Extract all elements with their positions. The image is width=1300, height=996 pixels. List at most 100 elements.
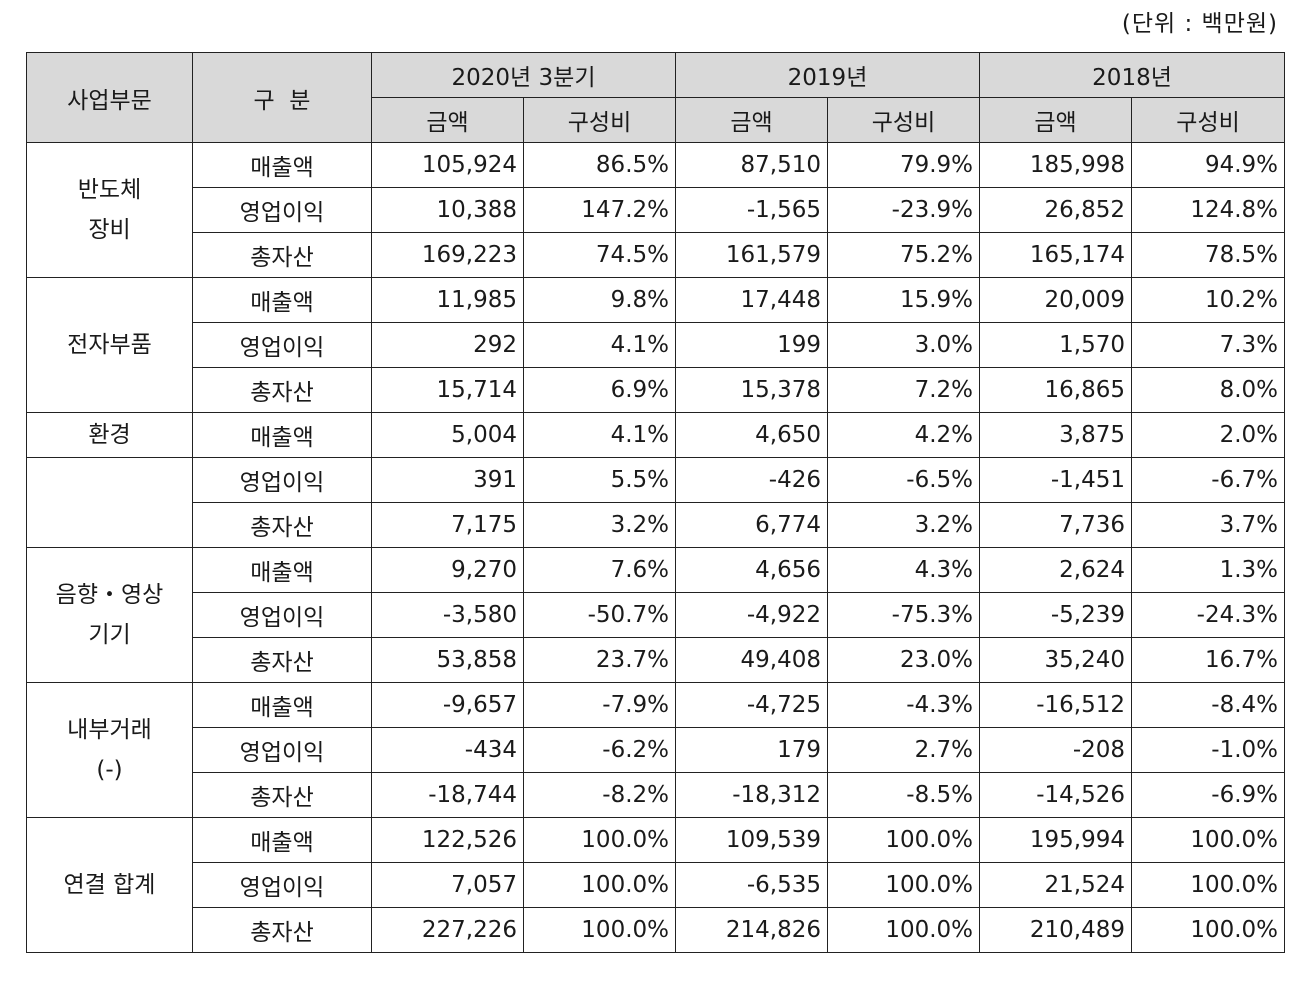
ratio-cell: 79.9% [826,142,981,188]
ratio-cell: 23.0% [826,637,981,683]
ratio-cell: -6.2% [523,727,676,773]
ratio-cell: 4.1% [523,412,676,458]
amount-cell: 35,240 [979,637,1133,683]
ratio-cell: 100.0% [523,907,676,953]
header-period-2018: 2018년 [979,52,1286,98]
table-row: 연결 합계 매출액 122,526 100.0% 109,539 100.0% 195,99… [26,817,1286,953]
ratio-cell: 100.0% [1131,907,1286,953]
header-period-2019: 2019년 [674,52,981,98]
division-cell: 매출액 [192,277,372,323]
header-period-2020q3: 2020년 3분기 [371,52,676,98]
amount-cell: 169,223 [371,232,524,278]
amount-cell: 122,526 [371,817,524,863]
division-cell: 총자산 [192,907,372,953]
amount-cell: -4,725 [675,682,828,728]
amount-cell: -9,657 [371,682,524,728]
amount-cell: 53,858 [371,637,524,683]
amount-cell: 199 [675,322,828,368]
ratio-cell: 23.7% [523,637,676,683]
amount-cell: 4,656 [675,547,828,593]
ratio-cell: 4.3% [826,547,981,593]
amount-cell: -426 [675,457,828,503]
ratio-cell: -6.9% [1131,772,1286,818]
ratio-cell: 4.1% [523,322,676,368]
ratio-cell: 100.0% [1131,817,1286,863]
amount-cell: 210,489 [979,907,1133,953]
ratio-cell: 2.7% [826,727,981,773]
table-row: 영업이익 -434 -6.2% 179 2.7% -208 -1.0% [27,727,1286,773]
header-ratio: 구성비 [826,97,981,143]
division-cell: 영업이익 [192,862,372,908]
ratio-cell: 16.7% [1131,637,1286,683]
amount-cell: 16,865 [979,367,1133,413]
table-row: 음향・영상 기기 매출액 9,270 7.6% 4,656 4.3% 2,624 1.3% [26,547,1286,683]
ratio-cell: 86.5% [523,142,676,188]
amount-cell: 7,736 [979,502,1133,548]
division-cell: 매출액 [192,547,372,593]
ratio-cell: 3.7% [1131,502,1286,548]
table-body: 반도체 장비 매출액 105,924 86.5% 87,510 79.9% 185,998 9… [26,142,1286,953]
amount-cell: -18,312 [675,772,828,818]
ratio-cell: 15.9% [826,277,981,323]
table-row: 영업이익 7,057 100.0% -6,535 100.0% 21,524 100.0% [27,862,1286,908]
ratio-cell: 74.5% [523,232,676,278]
ratio-cell: -7.9% [523,682,676,728]
amount-cell: 6,774 [675,502,828,548]
table-row: 영업이익 391 5.5% -426 -6.5% -1,451 -6.7% [26,457,1286,548]
table-row: 영업이익 -3,580 -50.7% -4,922 -75.3% -5,239 -24.3% [27,592,1286,638]
table-row: 전자부품 매출액 11,985 9.8% 17,448 15.9% 20,009 10.2% [26,277,1286,413]
division-cell: 영업이익 [192,727,372,773]
ratio-cell: 100.0% [523,817,676,863]
amount-cell: 2,624 [979,547,1133,593]
segment-cell: 반도체 장비 [26,142,193,278]
amount-cell: -14,526 [979,772,1133,818]
amount-cell: 49,408 [675,637,828,683]
ratio-cell: 100.0% [826,862,981,908]
ratio-cell: 78.5% [1131,232,1286,278]
amount-cell: 87,510 [675,142,828,188]
amount-cell: 15,714 [371,367,524,413]
table-row: 영업이익 292 4.1% 199 3.0% 1,570 7.3% [27,322,1286,368]
ratio-cell: 9.8% [523,277,676,323]
division-cell: 영업이익 [192,187,372,233]
table-row: 총자산 15,714 6.9% 15,378 7.2% 16,865 8.0% [27,367,1286,413]
amount-cell: -208 [979,727,1133,773]
amount-cell: 21,524 [979,862,1133,908]
ratio-cell: 75.2% [826,232,981,278]
amount-cell: 4,650 [675,412,828,458]
header-ratio: 구성비 [1131,97,1286,143]
ratio-cell: -4.3% [826,682,981,728]
ratio-cell: -8.2% [523,772,676,818]
division-cell: 총자산 [192,637,372,683]
table-row: 총자산 169,223 74.5% 161,579 75.2% 165,174 78.5% [27,232,1286,278]
amount-cell: 1,570 [979,322,1133,368]
amount-cell: -6,535 [675,862,828,908]
amount-cell: 26,852 [979,187,1133,233]
segment-cell: 내부거래 (-) [26,682,193,818]
ratio-cell: -24.3% [1131,592,1286,638]
ratio-cell: 8.0% [1131,367,1286,413]
amount-cell: -434 [371,727,524,773]
amount-cell: 15,378 [675,367,828,413]
header-segment: 사업부문 [26,52,193,143]
ratio-cell: 1.3% [1131,547,1286,593]
ratio-cell: -23.9% [826,187,981,233]
amount-cell: 292 [371,322,524,368]
amount-cell: -5,239 [979,592,1133,638]
segment-financials-table: 사업부문 구 분 2020년 3분기 2019년 2018년 금액 구성비 금액… [26,52,1286,953]
amount-cell: 391 [371,457,524,503]
amount-cell: 9,270 [371,547,524,593]
amount-cell: 3,875 [979,412,1133,458]
amount-cell: 227,226 [371,907,524,953]
amount-cell: -4,922 [675,592,828,638]
ratio-cell: -8.5% [826,772,981,818]
amount-cell: 179 [675,727,828,773]
ratio-cell: 3.0% [826,322,981,368]
ratio-cell: 10.2% [1131,277,1286,323]
amount-cell: 195,994 [979,817,1133,863]
segment-cell: 연결 합계 [26,817,193,953]
ratio-cell: 3.2% [826,502,981,548]
division-cell: 영업이익 [192,322,372,368]
segment-cell: 음향・영상 기기 [26,547,193,683]
ratio-cell: -8.4% [1131,682,1286,728]
